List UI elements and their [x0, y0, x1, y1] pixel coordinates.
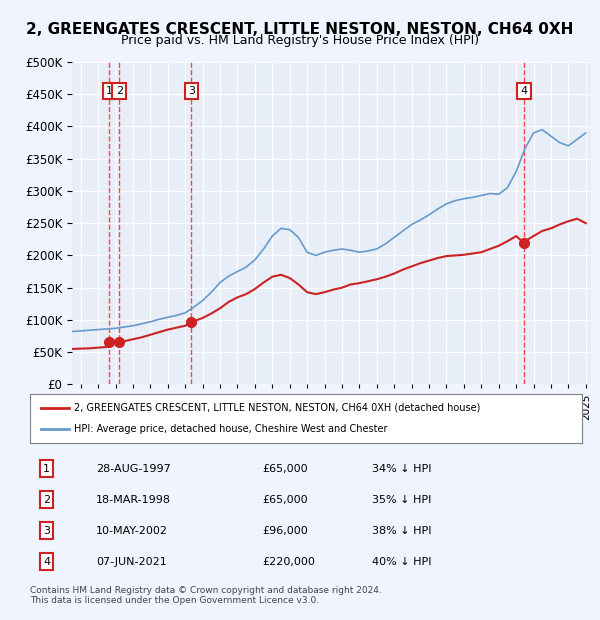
- Text: 2, GREENGATES CRESCENT, LITTLE NESTON, NESTON, CH64 0XH: 2, GREENGATES CRESCENT, LITTLE NESTON, N…: [26, 22, 574, 37]
- Text: 40% ↓ HPI: 40% ↓ HPI: [372, 557, 432, 567]
- Text: 1: 1: [43, 464, 50, 474]
- Text: £220,000: £220,000: [262, 557, 315, 567]
- Text: Contains HM Land Registry data © Crown copyright and database right 2024.
This d: Contains HM Land Registry data © Crown c…: [30, 586, 382, 605]
- Text: 35% ↓ HPI: 35% ↓ HPI: [372, 495, 431, 505]
- Text: 1: 1: [106, 86, 113, 96]
- Text: Price paid vs. HM Land Registry's House Price Index (HPI): Price paid vs. HM Land Registry's House …: [121, 34, 479, 47]
- Text: 34% ↓ HPI: 34% ↓ HPI: [372, 464, 432, 474]
- Text: 07-JUN-2021: 07-JUN-2021: [96, 557, 167, 567]
- Text: 3: 3: [43, 526, 50, 536]
- Text: 4: 4: [520, 86, 527, 96]
- Text: 18-MAR-1998: 18-MAR-1998: [96, 495, 171, 505]
- Text: £65,000: £65,000: [262, 495, 307, 505]
- Text: 28-AUG-1997: 28-AUG-1997: [96, 464, 171, 474]
- Text: 38% ↓ HPI: 38% ↓ HPI: [372, 526, 432, 536]
- Text: £96,000: £96,000: [262, 526, 308, 536]
- Text: 2: 2: [43, 495, 50, 505]
- Text: 2, GREENGATES CRESCENT, LITTLE NESTON, NESTON, CH64 0XH (detached house): 2, GREENGATES CRESCENT, LITTLE NESTON, N…: [74, 402, 481, 412]
- Text: 3: 3: [188, 86, 195, 96]
- Text: £65,000: £65,000: [262, 464, 307, 474]
- Text: 4: 4: [43, 557, 50, 567]
- Text: HPI: Average price, detached house, Cheshire West and Chester: HPI: Average price, detached house, Ches…: [74, 425, 388, 435]
- Text: 2: 2: [116, 86, 123, 96]
- Text: 10-MAY-2002: 10-MAY-2002: [96, 526, 168, 536]
